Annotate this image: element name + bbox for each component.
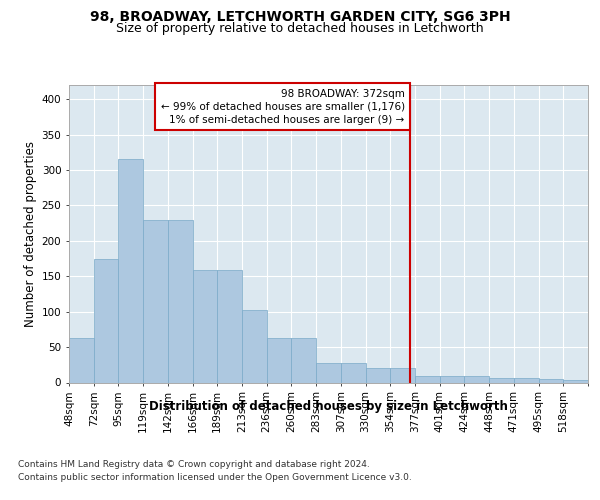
Text: Contains HM Land Registry data © Crown copyright and database right 2024.: Contains HM Land Registry data © Crown c… xyxy=(18,460,370,469)
Bar xyxy=(168,220,193,382)
Bar xyxy=(539,379,563,382)
Bar xyxy=(390,368,415,382)
Bar xyxy=(94,258,118,382)
Bar xyxy=(69,338,94,382)
Bar xyxy=(341,364,365,382)
Bar xyxy=(365,368,390,382)
Bar xyxy=(217,270,242,382)
Text: 98 BROADWAY: 372sqm
← 99% of detached houses are smaller (1,176)
1% of semi-deta: 98 BROADWAY: 372sqm ← 99% of detached ho… xyxy=(161,88,404,125)
Bar xyxy=(242,310,267,382)
Bar xyxy=(143,220,168,382)
Bar xyxy=(563,380,588,382)
Bar xyxy=(415,376,440,382)
Bar xyxy=(316,364,341,382)
Bar xyxy=(514,378,539,382)
Text: Contains public sector information licensed under the Open Government Licence v3: Contains public sector information licen… xyxy=(18,472,412,482)
Bar xyxy=(440,376,464,382)
Bar xyxy=(292,338,316,382)
Bar xyxy=(464,376,489,382)
Text: Size of property relative to detached houses in Letchworth: Size of property relative to detached ho… xyxy=(116,22,484,35)
Y-axis label: Number of detached properties: Number of detached properties xyxy=(25,141,37,327)
Bar xyxy=(193,270,217,382)
Bar xyxy=(118,160,143,382)
Text: 98, BROADWAY, LETCHWORTH GARDEN CITY, SG6 3PH: 98, BROADWAY, LETCHWORTH GARDEN CITY, SG… xyxy=(89,10,511,24)
Text: Distribution of detached houses by size in Letchworth: Distribution of detached houses by size … xyxy=(149,400,508,413)
Bar xyxy=(489,378,514,382)
Bar xyxy=(267,338,292,382)
